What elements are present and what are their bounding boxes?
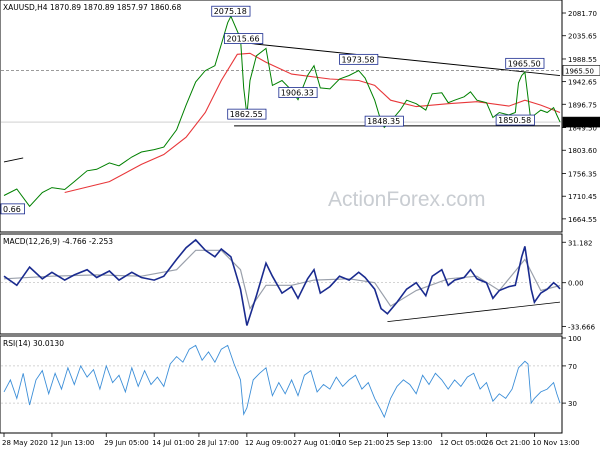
- annotation-label: 1965.50: [508, 59, 541, 68]
- rsi-y-tick-label: 70: [568, 363, 577, 371]
- macd-signal-line: [3, 249, 561, 311]
- price-y-tick-label: 2081.70: [568, 10, 597, 18]
- annotation-box: [0, 203, 26, 215]
- annotation-box: [505, 57, 545, 69]
- rsi-panel: [0, 335, 563, 434]
- level-tag-box: [562, 116, 600, 128]
- price-y-ticks: 2081.70 2035.65 1988.55 1942.65 1896.75 1849.…: [562, 10, 597, 224]
- x-tick-label: 12 Aug 09:00: [245, 439, 292, 447]
- annotation-label: 2015.66: [227, 35, 260, 44]
- macd-y-tick-label: 31.182: [568, 239, 593, 247]
- watermark: ActionForex.com: [328, 188, 486, 211]
- x-tick-label: 28 May 2020: [2, 439, 48, 447]
- price-y-tick-label: 1710.45: [568, 193, 597, 201]
- rsi-label: RSI(14) 30.0130: [3, 339, 64, 348]
- annotation-box: [227, 108, 267, 120]
- annotation-label: 1973.58: [342, 55, 375, 64]
- x-tick-label: 12 Oct 05:00: [440, 439, 486, 447]
- x-tick-label: 26 Oct 21:00: [485, 439, 531, 447]
- x-tick-label: 25 Sep 13:00: [385, 439, 432, 447]
- price-y-tick-label: 1896.75: [568, 101, 597, 109]
- price-y-tick-label: 1849.50: [568, 125, 597, 133]
- annotation-box: [339, 53, 379, 65]
- annotation-label: 2075.18: [214, 7, 247, 16]
- price-level-tags: 1965.50 1860.68: [562, 65, 600, 128]
- x-tick-label: 12 Jun 13:00: [50, 439, 94, 447]
- macd-panel: [0, 233, 563, 335]
- annotation-box: [211, 5, 251, 17]
- rsi-y-tick-label: 30: [568, 400, 577, 408]
- level-tag-label: 1965.50: [565, 67, 594, 75]
- price-y-tick-label: 2035.65: [568, 33, 597, 41]
- symbol-label: XAUUSD,H4: [3, 3, 48, 12]
- price-panel: [0, 0, 563, 233]
- macd-y-ticks: 31.182 0.00 -33.666: [562, 239, 596, 331]
- rsi-level-lines: [1, 365, 561, 404]
- price-y-tick-label: 1803.60: [568, 147, 597, 155]
- x-tick-label: 29 Jun 05:00: [104, 439, 148, 447]
- annotation-label: 1862.55: [230, 110, 263, 119]
- ohlc-readout: 1870.89 1870.89 1857.97 1860.68: [50, 3, 181, 12]
- x-axis: 28 May 2020 12 Jun 13:00 29 Jun 05:00 14 Ju…: [2, 433, 580, 447]
- x-tick-label: 28 Jul 17:00: [197, 439, 239, 447]
- level-tag-label: 1860.68: [565, 119, 594, 127]
- price-annotations: 2075.18 2015.66 1862.55 1906.33 1973.58 1848.…: [0, 5, 545, 215]
- price-y-tick-label: 1988.55: [568, 56, 597, 64]
- annotation-box: [278, 87, 318, 98]
- annotation-label: 1848.35: [367, 117, 400, 126]
- macd-label: MACD(12,26,9) -4.766 -2.253: [3, 237, 113, 246]
- trend-line: [3, 157, 24, 163]
- price-y-tick-label: 1942.65: [568, 79, 597, 87]
- price-y-tick-label: 1756.35: [568, 171, 597, 179]
- x-tick-label: 14 Jul 01:00: [152, 439, 194, 447]
- x-tick-label: 10 Nov 13:00: [532, 439, 579, 447]
- annotation-label: 0.66: [3, 205, 21, 214]
- rsi-line: [3, 344, 561, 419]
- macd-y-tick-label: 0.00: [568, 280, 584, 288]
- annotation-box: [495, 114, 535, 126]
- macd-y-tick-label: -33.666: [568, 323, 596, 331]
- price-series-line: [3, 15, 561, 208]
- rsi-y-tick-label: 100: [568, 335, 581, 343]
- annotation-label: 1850.58: [498, 116, 531, 125]
- level-tag-box: [562, 65, 600, 76]
- annotation-box: [364, 115, 404, 127]
- annotation-label: 1906.33: [281, 89, 314, 98]
- macd-line: [3, 238, 561, 326]
- moving-average-line: [64, 52, 561, 194]
- rsi-y-ticks: 100 70 30: [562, 335, 581, 408]
- price-y-tick-label: 1664.55: [568, 216, 597, 224]
- x-tick-label: 27 Aug 01:00: [293, 439, 340, 447]
- price-horizontal-levels: [1, 70, 561, 123]
- macd-trend-line: [387, 301, 561, 323]
- annotation-box: [224, 33, 264, 44]
- x-tick-label: 10 Sep 21:00: [338, 439, 385, 447]
